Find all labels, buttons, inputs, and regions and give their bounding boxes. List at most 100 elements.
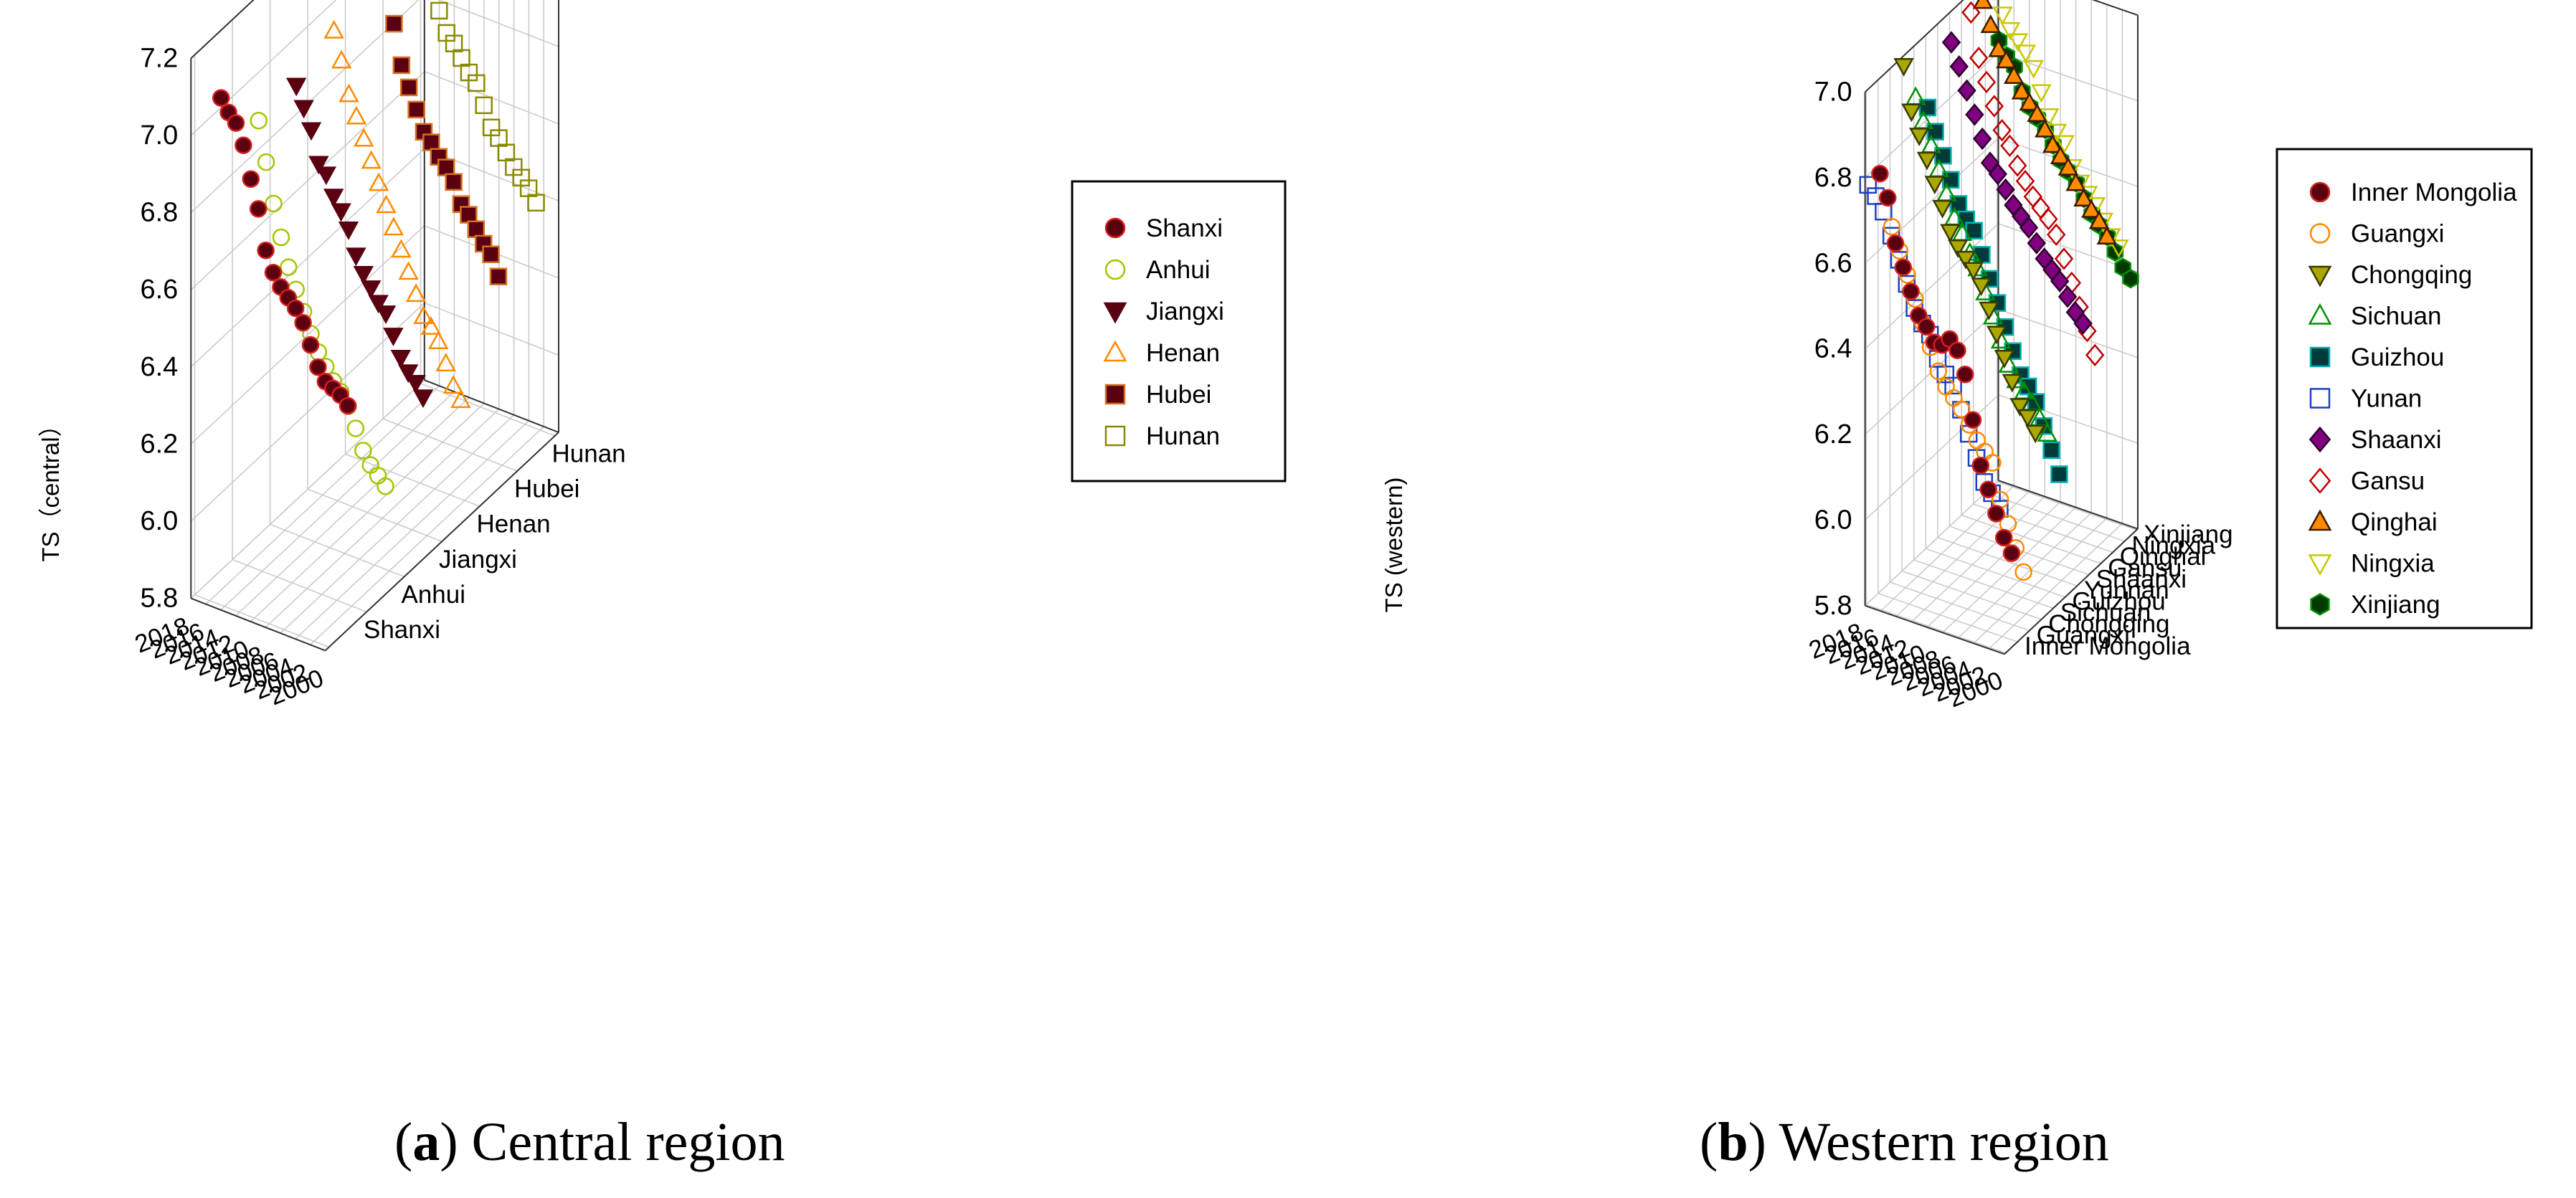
y-tick-label: Hunan — [552, 440, 626, 468]
data-point — [413, 305, 434, 325]
data-point — [482, 245, 500, 263]
central-legend: Shanxi Anhui Jiangxi Henan Hubei Hunan — [1071, 180, 1287, 482]
side-wall-gridline — [190, 0, 337, 136]
series-shanxi — [212, 89, 357, 415]
z-axis-title: TS（central） — [37, 413, 64, 561]
data-point — [2015, 44, 2037, 64]
data-point — [376, 194, 397, 214]
data-point — [1941, 31, 1961, 54]
data-point — [346, 247, 366, 267]
data-point — [2037, 423, 2058, 442]
legend-label: Henan — [1146, 339, 1220, 367]
data-point — [430, 1, 448, 20]
axis-edge — [190, 0, 255, 60]
data-point — [468, 74, 486, 92]
data-point — [1979, 480, 1997, 499]
data-point — [280, 258, 298, 276]
axis-edge — [2091, 0, 2139, 16]
central-tick-labels: 2000200220042006200820102012201420162018… — [37, 43, 626, 710]
data-point — [250, 112, 267, 130]
data-point — [300, 122, 322, 141]
z-tick-label: 6.0 — [140, 506, 178, 536]
legend-item-xinjiang: Xinjiang — [2310, 591, 2440, 619]
data-point — [331, 203, 351, 222]
legend-marker — [1104, 384, 1126, 405]
legend-marker — [2310, 593, 2330, 616]
z-tick-label: 6.0 — [1814, 505, 1852, 535]
data-point — [2039, 207, 2058, 231]
legend-label: Jiangxi — [1146, 298, 1224, 325]
data-point — [308, 156, 329, 175]
z-tick-label: 6.4 — [140, 352, 178, 382]
data-point — [2000, 134, 2019, 158]
axis-edge — [1865, 604, 2005, 655]
floor-gridline — [232, 558, 367, 613]
data-point — [392, 56, 411, 75]
side-wall-gridline — [1865, 480, 1999, 607]
legend-marker — [1104, 217, 1126, 239]
axis-edge — [2004, 528, 2139, 655]
data-point — [1973, 127, 1992, 151]
data-point — [354, 442, 372, 460]
data-point — [1994, 350, 2015, 369]
legend-label: Xinjiang — [2351, 591, 2440, 619]
data-point — [437, 158, 455, 176]
legend-marker — [2309, 181, 2331, 203]
data-point — [1961, 1, 1981, 24]
legend-item-gansu: Gansu — [2309, 467, 2425, 495]
data-point — [1963, 262, 1984, 281]
data-point — [2002, 374, 2023, 393]
series-chongqing — [1893, 58, 2046, 444]
side-wall-gridline — [190, 379, 425, 599]
z-tick-label: 7.0 — [1814, 77, 1852, 107]
z-tick-label: 7.0 — [140, 120, 178, 151]
data-point — [2019, 92, 2040, 111]
legend-label: Shanxi — [1146, 214, 1223, 242]
legend-item-yunan: Yunan — [2309, 385, 2422, 413]
legend-marker — [1103, 302, 1127, 324]
data-point — [368, 295, 389, 314]
data-point — [2054, 135, 2075, 154]
side-wall-gridline — [1865, 308, 1999, 435]
caption-a: (a) Central region — [394, 1112, 785, 1172]
data-point — [1940, 224, 1961, 243]
floor-gridline — [1957, 512, 2092, 639]
data-point — [361, 150, 382, 169]
floor-gridline — [1961, 514, 2101, 564]
legend-label: Hubei — [1146, 381, 1211, 409]
data-point — [2007, 33, 2029, 52]
z-tick-label: 6.8 — [1814, 163, 1852, 193]
data-point — [412, 389, 434, 409]
data-point — [1996, 178, 2015, 201]
data-point — [527, 194, 545, 212]
data-point — [399, 78, 418, 97]
data-point — [331, 49, 352, 69]
data-point — [1886, 234, 1905, 252]
z-tick-label: 6.2 — [140, 429, 178, 459]
data-point — [1987, 505, 2005, 523]
data-point — [2003, 65, 2025, 84]
floor-gridline — [1997, 480, 2137, 531]
z-tick-label: 6.2 — [1814, 419, 1852, 450]
series-henan — [323, 19, 471, 409]
data-point — [1980, 14, 2002, 33]
series-shaanxi — [1941, 31, 2093, 335]
data-point — [422, 133, 440, 151]
legend-label: Hunan — [1146, 422, 1220, 450]
series-gansu — [1961, 1, 2105, 366]
floor-gridline — [1942, 507, 2077, 633]
legend-label: Inner Mongolia — [2351, 179, 2517, 206]
floor-gridline — [1910, 496, 2045, 622]
legend-label: Anhui — [1146, 256, 1211, 284]
data-point — [2065, 172, 2086, 191]
data-point — [1949, 55, 1969, 78]
data-point — [212, 89, 230, 107]
data-point — [346, 105, 367, 125]
legend-label: Chongqing — [2351, 261, 2472, 289]
z-tick-label: 5.8 — [140, 584, 178, 614]
floor-gridline — [1901, 570, 2042, 620]
data-point — [2073, 312, 2093, 335]
data-point — [2042, 134, 2063, 153]
chart-western-region: 2000200220042006200820102012201420162018… — [1381, 0, 2533, 713]
data-point — [249, 200, 267, 218]
